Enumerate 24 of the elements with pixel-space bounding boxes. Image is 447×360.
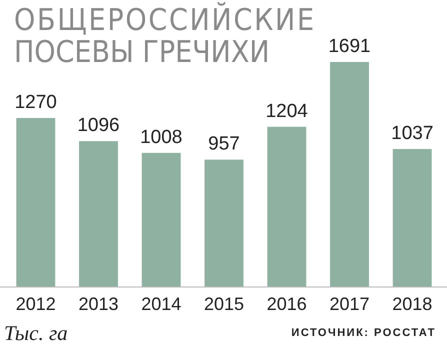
data-label: 1096	[77, 115, 120, 136]
bar	[392, 149, 432, 287]
data-label: 1204	[266, 100, 308, 122]
bar	[16, 118, 56, 287]
text: ИСТОЧНИК: РОССТАТ	[291, 327, 436, 339]
x-tick-label: 2012	[16, 294, 56, 314]
x-tick-label: 2018	[392, 294, 432, 314]
bar	[330, 62, 369, 287]
x-tick-label: 2016	[266, 294, 307, 314]
data-label: 1037	[391, 123, 434, 144]
data-label: 1691	[328, 36, 371, 57]
bar	[267, 126, 306, 287]
chart-title: ОБЩЕРОССИЙСКИЕ ПОСЕВЫ ГРЕЧИХИ	[14, 2, 314, 70]
x-tick-label: 2014	[141, 294, 182, 314]
text: Тыс. га	[4, 321, 68, 345]
bar	[79, 141, 118, 287]
data-label: 1008	[140, 126, 182, 148]
bar	[204, 160, 244, 287]
x-tick-label: 2013	[78, 294, 119, 314]
data-label: 957	[208, 134, 240, 155]
x-tick-label: 2015	[204, 294, 244, 314]
data-label: 1270	[14, 92, 57, 114]
bar	[142, 152, 181, 287]
x-tick-label: 2017	[329, 294, 370, 314]
